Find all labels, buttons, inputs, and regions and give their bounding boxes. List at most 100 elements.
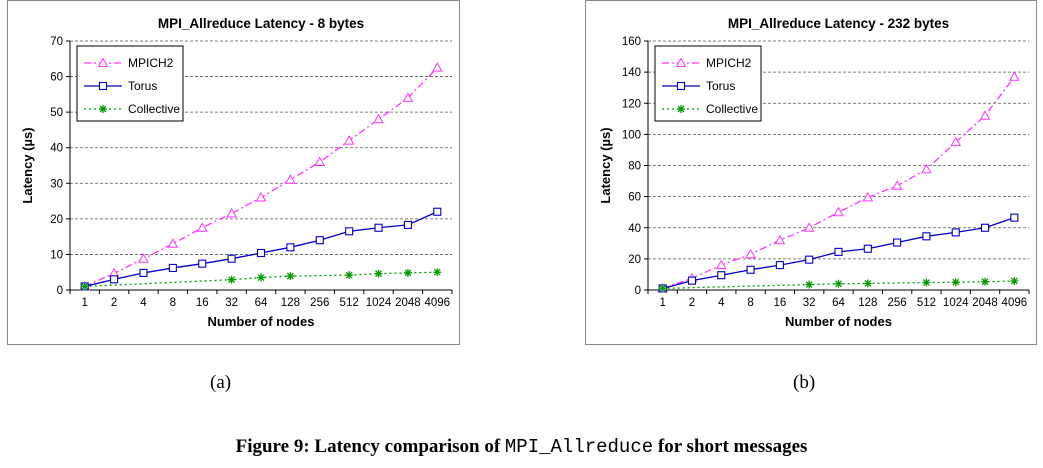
chart-b-legend-marker bbox=[677, 105, 685, 113]
chart-b-series-torus-point bbox=[805, 255, 814, 264]
chart-a-series-torus-point bbox=[345, 227, 354, 236]
chart-a-plot-area: 0 10 20 30 40 50 60 70 1 2 4 8 16 32 64 128 256 512 1024 20… bbox=[50, 36, 453, 309]
chart-b-ytick-label: 160 bbox=[622, 36, 641, 48]
chart-b-series-torus-point bbox=[980, 223, 990, 232]
chart-b-ytick-label: 140 bbox=[622, 67, 641, 79]
chart-a-series-collective-point bbox=[227, 275, 236, 284]
chart-b-series-collective-point bbox=[863, 279, 872, 288]
chart-a-series-mpich2-point bbox=[314, 156, 326, 166]
chart-a-series-mpich2-point bbox=[343, 135, 355, 145]
chart-a-series-torus-point bbox=[374, 223, 383, 232]
chart-a-xtick-label: 256 bbox=[310, 297, 329, 309]
chart-b-ytick-label: 100 bbox=[622, 129, 641, 141]
chart-b-series-collective-point bbox=[922, 278, 931, 287]
chart-a-series-collective-point bbox=[374, 269, 383, 278]
chart-b-series-mpich2-point bbox=[833, 206, 844, 217]
chart-a-xtick-label: 16 bbox=[196, 297, 209, 309]
chart-b-series-torus-point bbox=[687, 276, 697, 285]
chart-b-xtick-label: 8 bbox=[747, 297, 753, 309]
chart-b-series-mpich2-point bbox=[803, 222, 815, 232]
chart-a-series-mpich2-point bbox=[196, 222, 208, 232]
caption-code: MPI_Allreduce bbox=[504, 436, 654, 458]
chart-a-xtick-label: 64 bbox=[255, 297, 268, 309]
chart-a-ytick-label: 20 bbox=[50, 214, 63, 226]
chart-b-xtick-label: 2048 bbox=[972, 297, 998, 309]
chart-b-series-torus bbox=[658, 213, 1019, 293]
chart-a-series-torus-point bbox=[227, 254, 236, 263]
chart-a-xtick-label: 2 bbox=[111, 297, 117, 309]
chart-a-series-collective-point bbox=[80, 282, 89, 291]
chart-b-legend: MPICH2 Torus Collective bbox=[654, 45, 762, 122]
subfigure-label-a: (a) bbox=[210, 372, 232, 393]
chart-b-xtick-label: 2 bbox=[689, 297, 695, 309]
chart-a-series-collective bbox=[80, 268, 442, 291]
chart-b-legend-label: Collective bbox=[706, 102, 758, 116]
chart-a-ylabel: Latency (µs) bbox=[20, 127, 35, 203]
chart-a-legend-label: Torus bbox=[128, 79, 157, 93]
chart-a-series-torus-point bbox=[110, 275, 119, 284]
chart-b-xtick-label: 4096 bbox=[1002, 297, 1028, 309]
chart-a-series-torus-point bbox=[433, 207, 442, 216]
chart-a-series-torus-point bbox=[315, 236, 324, 245]
chart-b-xtick-label: 64 bbox=[832, 297, 845, 309]
chart-b-series-torus-point bbox=[717, 271, 726, 280]
chart-a-series-collective-point bbox=[257, 273, 265, 282]
chart-a-series-collective-point bbox=[345, 271, 354, 280]
chart-b-xtick-label: 1 bbox=[659, 297, 665, 309]
figure-caption: Figure 9: Latency comparison of MPI_Allr… bbox=[0, 436, 1043, 458]
chart-a-title: MPI_Allreduce Latency - 8 bytes bbox=[158, 16, 364, 31]
chart-b-series-collective-point bbox=[981, 277, 990, 286]
chart-a-series-torus-point bbox=[403, 220, 412, 229]
chart-b-ytick-label: 20 bbox=[628, 254, 641, 266]
chart-a-series-mpich2-point bbox=[402, 92, 414, 102]
chart-b-ytick-label: 40 bbox=[628, 223, 641, 235]
chart-b-xtick-label: 256 bbox=[888, 297, 907, 309]
chart-a-series-collective-point bbox=[403, 268, 412, 277]
chart-a-series-torus-point bbox=[198, 259, 207, 268]
chart-b-series-torus-point bbox=[834, 247, 843, 256]
chart-a-xtick-label: 2048 bbox=[395, 297, 421, 309]
chart-a-series-mpich2-point bbox=[373, 113, 384, 124]
chart-b-series-mpich2-point bbox=[891, 180, 903, 190]
chart-a-ytick-label: 0 bbox=[57, 285, 63, 297]
chart-a-ytick-label: 60 bbox=[50, 72, 63, 84]
chart-b-ytick-label: 0 bbox=[635, 285, 641, 297]
chart-b-series-torus-point bbox=[922, 232, 931, 241]
subfigure-label-b: (b) bbox=[793, 372, 816, 393]
chart-b-ytick-label: 120 bbox=[622, 98, 641, 110]
chart-a-ytick-label: 50 bbox=[50, 107, 63, 119]
chart-b-svg: MPI_Allreduce Latency - 232 bytes 0 20 40 60… bbox=[598, 16, 1030, 329]
chart-a-legend: MPICH2 Torus Collective bbox=[76, 45, 184, 122]
chart-a-series-mpich2-point bbox=[431, 62, 443, 72]
chart-a-series-torus-point bbox=[139, 268, 148, 277]
chart-b-series-mpich2-point bbox=[921, 163, 932, 174]
chart-a-legend-marker bbox=[99, 105, 107, 113]
chart-b-title: MPI_Allreduce Latency - 232 bytes bbox=[728, 16, 949, 31]
chart-b-series-torus-point bbox=[775, 261, 784, 270]
chart-a-xtick-label: 4096 bbox=[425, 297, 451, 309]
chart-b-xtick-label: 4 bbox=[718, 297, 725, 309]
chart-a-series-torus-point bbox=[286, 243, 295, 252]
chart-a-xtick-label: 1 bbox=[81, 297, 87, 309]
chart-a-series-collective-line bbox=[84, 271, 438, 288]
chart-b-series-torus-point bbox=[746, 265, 755, 274]
chart-a-series-mpich2-point bbox=[167, 238, 179, 248]
chart-b-ytick-label: 60 bbox=[628, 192, 641, 204]
chart-a-xtick-label: 4 bbox=[140, 297, 147, 309]
chart-b-series-mpich2-point bbox=[950, 136, 962, 147]
chart-b-series-torus-point bbox=[863, 244, 872, 253]
chart-a-xtick-label: 128 bbox=[281, 297, 300, 309]
chart-a-xtick-label: 512 bbox=[340, 297, 359, 309]
chart-a-series-mpich2-point bbox=[138, 253, 149, 263]
chart-a-series-mpich2-point bbox=[285, 174, 296, 184]
chart-b-series-torus-point bbox=[893, 238, 902, 247]
chart-b-series-mpich2-point bbox=[774, 234, 786, 245]
chart-b-series-collective-point bbox=[834, 279, 843, 288]
chart-b-series-collective-line bbox=[662, 280, 1015, 290]
chart-a-series-collective-point bbox=[286, 272, 295, 281]
chart-b-ytick-label: 80 bbox=[628, 161, 641, 173]
chart-a-series-collective-point bbox=[433, 268, 442, 277]
chart-b-xtick-label: 1024 bbox=[943, 297, 969, 309]
chart-panel-b: MPI_Allreduce Latency - 232 bytes 0 20 40 60… bbox=[585, 0, 1037, 345]
chart-a-svg: MPI_Allreduce Latency - 8 bytes 0 10 20 30 40… bbox=[20, 16, 453, 329]
